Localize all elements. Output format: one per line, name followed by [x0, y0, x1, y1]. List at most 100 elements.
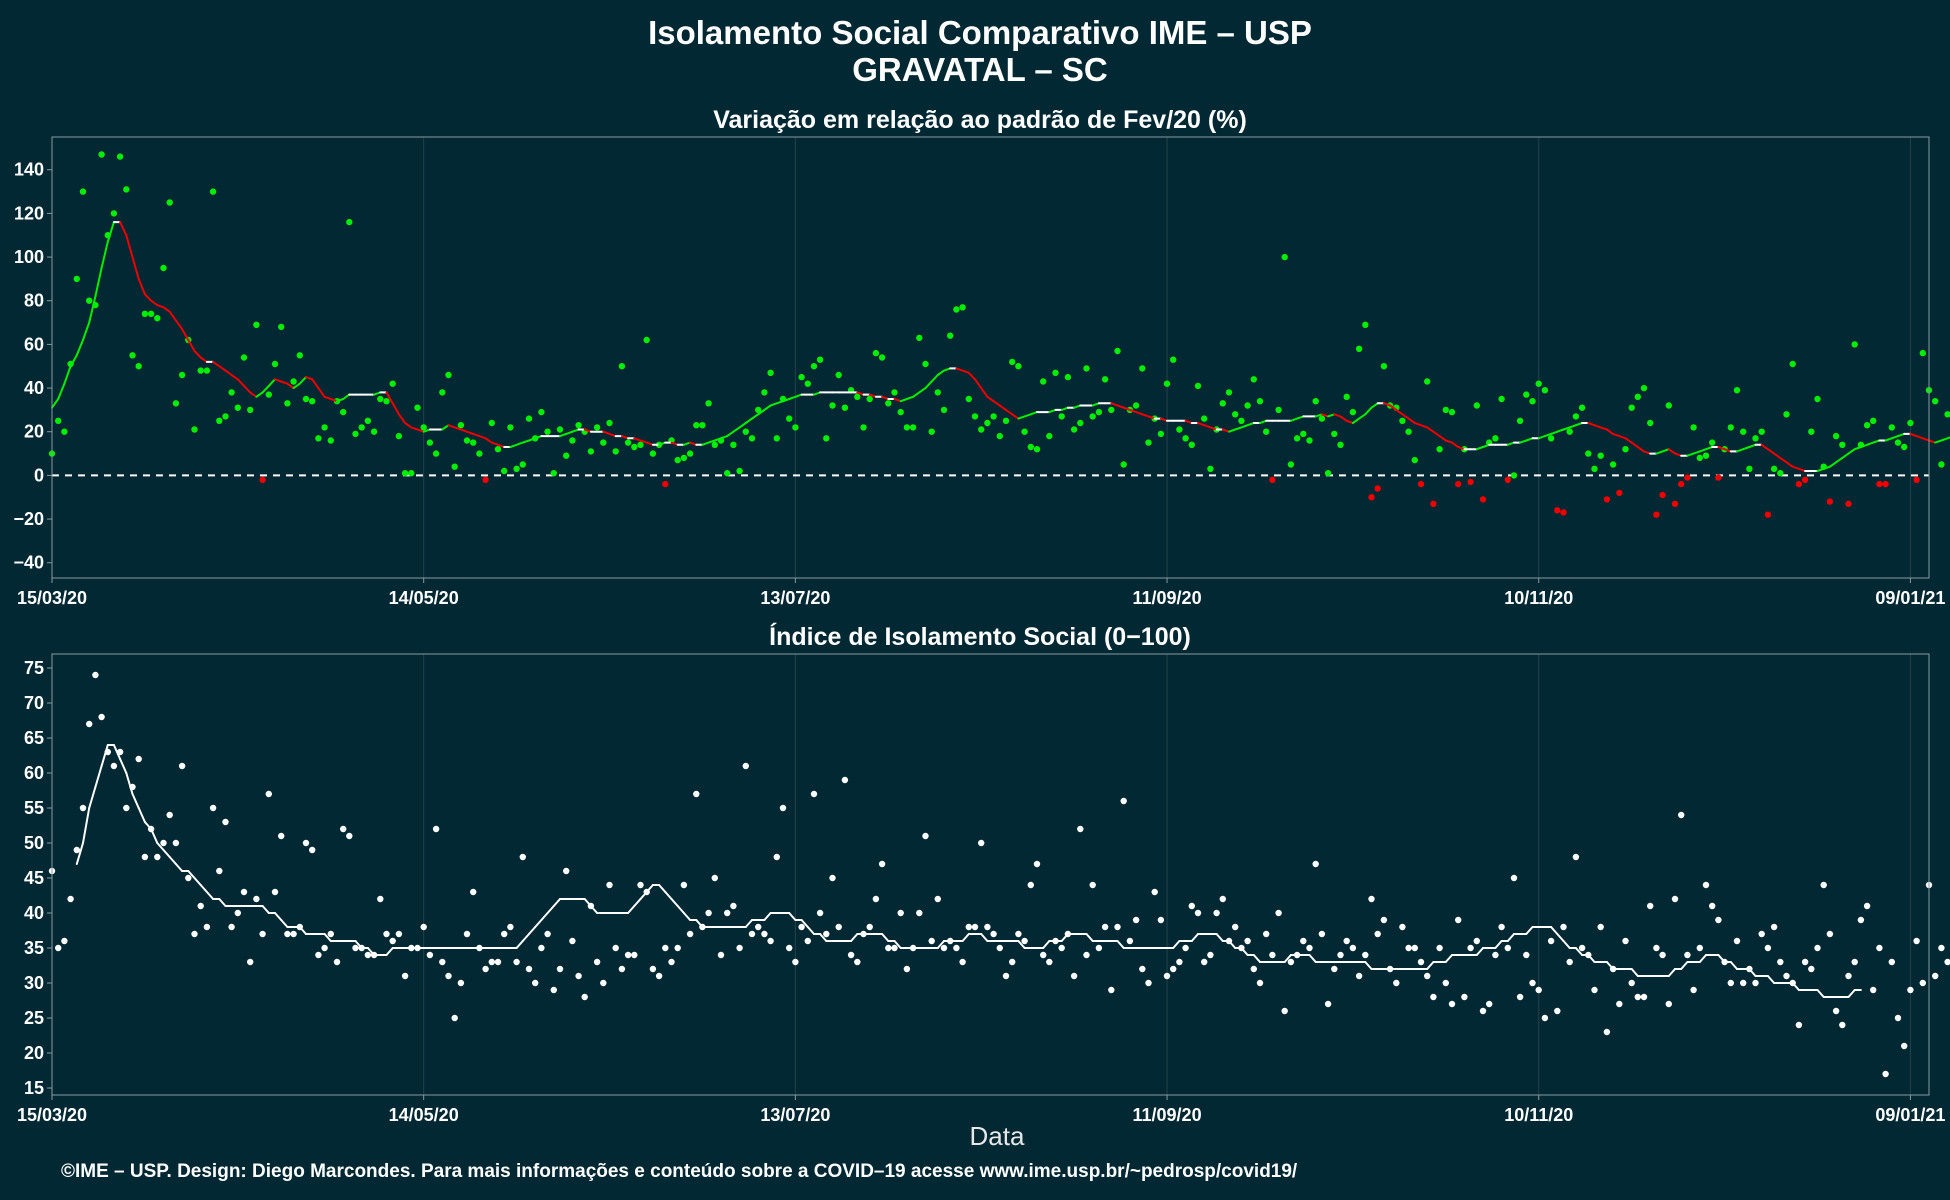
variation-data-point: 07/06/20: 16 [569, 437, 576, 444]
variation-data-point: 18/12/20: 3 [1770, 465, 1778, 472]
variation-moving-average-segment [726, 430, 735, 438]
index-data-point: 21/04/20: 51 [278, 832, 285, 840]
index-data-point: 20/06/20: 32 [649, 965, 657, 973]
variation-moving-average-segment [1568, 424, 1577, 429]
index-data-point: 08/11/20: 34 [1523, 951, 1530, 959]
index-data-point: 21/10/20: 35 [1411, 944, 1419, 952]
variation-moving-average-segment [181, 328, 190, 341]
index-data-point: 03/06/20: 37 [544, 930, 551, 938]
index-moving-average-segment [1791, 982, 1800, 991]
index-moving-average-segment [670, 898, 679, 907]
variation-data-point: 15/04/20: 54 [240, 354, 248, 361]
variation-data-point: 22/09/20: 28 [1232, 411, 1239, 418]
variation-moving-average-segment [1005, 408, 1014, 416]
variation-moving-average-segment [1451, 441, 1460, 448]
variation-data-point: 04/08/20: 20 [928, 428, 935, 435]
variation-moving-average-segment [385, 391, 394, 405]
index-data-point: 05/05/20: 34 [364, 951, 372, 959]
variation-moving-average-segment [559, 432, 568, 438]
variation-data-point: 09/12/20: -1 [1715, 474, 1722, 481]
index-data-point: 05/12/20: 29 [1690, 986, 1697, 994]
index-data-point: 20/05/20: 30 [457, 979, 465, 987]
variation-data-point: 27/06/20: 23 [693, 422, 700, 429]
index-moving-average-segment [1847, 989, 1856, 998]
variation-data-point: 30/11/20: -9 [1659, 491, 1666, 499]
variation-data-point: 15/09/20: 14 [1188, 441, 1196, 448]
index-data-point: 14/01/21: 35 [1938, 944, 1945, 952]
index-data-point: 12/07/20: 35 [786, 944, 793, 952]
index-moving-average-segment [1116, 940, 1125, 949]
variation-data-point: 07/01/21: 15 [1894, 439, 1902, 446]
index-data-point: 11/04/20: 46 [216, 867, 223, 875]
variation-moving-average-segment [317, 387, 326, 398]
variation-moving-average-segment [1110, 402, 1119, 407]
index-data-point: 03/09/20: 38 [1114, 923, 1121, 931]
index-moving-average-segment [1748, 968, 1757, 977]
index-data-point: 05/01/21: 17 [1882, 1070, 1889, 1078]
variation-data-point: 12/08/20: 21 [978, 426, 985, 433]
index-data-point: 02/04/20: 50 [160, 839, 167, 847]
variation-moving-average-segment [788, 395, 797, 400]
variation-panel-border [51, 136, 1930, 579]
variation-data-point: 20/09/20: 33 [1219, 400, 1227, 407]
index-moving-average-segment [1060, 933, 1069, 942]
variation-moving-average-segment [565, 430, 574, 435]
variation-data-point: 29/12/20: 14 [1839, 441, 1846, 448]
index-data-point: 28/04/20: 35 [321, 944, 328, 952]
index-data-point: 03/01/21: 29 [1870, 986, 1877, 994]
variation-moving-average-segment [1785, 461, 1794, 468]
index-data-point: 31/10/20: 36 [1473, 937, 1481, 945]
variation-moving-average-segment [1946, 436, 1950, 440]
index-data-point: 19/04/20: 57 [265, 790, 272, 798]
index-data-point: 30/08/20: 44 [1089, 881, 1096, 889]
variation-data-point: 05/08/20: 38 [934, 389, 941, 396]
index-data-point: 11/01/21: 30 [1919, 979, 1927, 987]
index-data-point: 04/06/20: 29 [550, 986, 557, 994]
variation-data-point: 26/06/20: 10 [686, 450, 694, 457]
index-moving-average-segment [1283, 954, 1292, 963]
variation-moving-average-segment [472, 432, 481, 438]
variation-moving-average-segment [137, 277, 146, 296]
index-moving-average-segment [534, 919, 543, 928]
index-data-point: 29/03/20: 62 [135, 755, 142, 763]
index-data-point: 05/06/20: 32 [556, 965, 564, 973]
index-data-point: 12/06/20: 30 [600, 979, 607, 987]
variation-moving-average-segment [509, 443, 518, 448]
variation-moving-average-segment [639, 439, 648, 444]
variation-y-tick-label: 80 [24, 291, 44, 311]
variation-moving-average-segment [249, 391, 258, 398]
variation-data-point: 21/12/20: 51 [1789, 360, 1796, 368]
variation-data-point: 31/05/20: 26 [525, 415, 533, 422]
variation-data-point: 23/09/20: 25 [1238, 417, 1245, 424]
index-data-point: 13/10/20: 34 [1362, 951, 1369, 959]
variation-data-point: 17/05/20: 38 [439, 389, 446, 396]
variation-moving-average-segment [930, 374, 939, 383]
index-moving-average-segment [1017, 940, 1026, 949]
variation-moving-average-segment [82, 321, 91, 341]
variation-moving-average-segment [1543, 432, 1553, 438]
index-data-point: 25/10/20: 35 [1436, 944, 1443, 952]
variation-data-point: 08/04/20: 48 [197, 367, 204, 374]
variation-data-point: 22/06/20: -4 [662, 480, 669, 488]
variation-data-point: 04/07/20: 2 [736, 467, 743, 475]
variation-moving-average-segment [905, 395, 915, 400]
variation-data-point: 11/04/20: 25 [216, 417, 223, 424]
variation-moving-average-segment [218, 365, 227, 372]
index-data-point: 15/01/21: 33 [1944, 958, 1950, 966]
variation-data-point: 17/06/20: 13 [631, 443, 638, 451]
bottom-panel-title: Índice de Isolamento Social (0−100) [769, 622, 1191, 651]
variation-data-point: 12/06/20: 15 [600, 439, 607, 446]
index-data-point: 28/12/20: 26 [1832, 1007, 1840, 1015]
variation-data-point: 30/05/20: 5 [519, 461, 526, 468]
variation-data-point: 19/05/20: 4 [451, 463, 458, 470]
variation-data-point: 30/12/20: -13 [1845, 500, 1852, 507]
variation-moving-average-segment [769, 402, 778, 407]
variation-data-point: 03/04/20: 125 [166, 199, 173, 206]
variation-data-point: 27/11/20: 40 [1640, 384, 1648, 392]
variation-moving-average-segment [813, 391, 822, 396]
index-data-point: 10/10/20: 36 [1343, 937, 1350, 945]
index-moving-average-segment [1525, 926, 1534, 935]
variation-moving-average-segment [311, 378, 320, 390]
variation-moving-average-segment [1482, 443, 1491, 448]
variation-data-point: 18/05/20: 46 [445, 371, 452, 379]
